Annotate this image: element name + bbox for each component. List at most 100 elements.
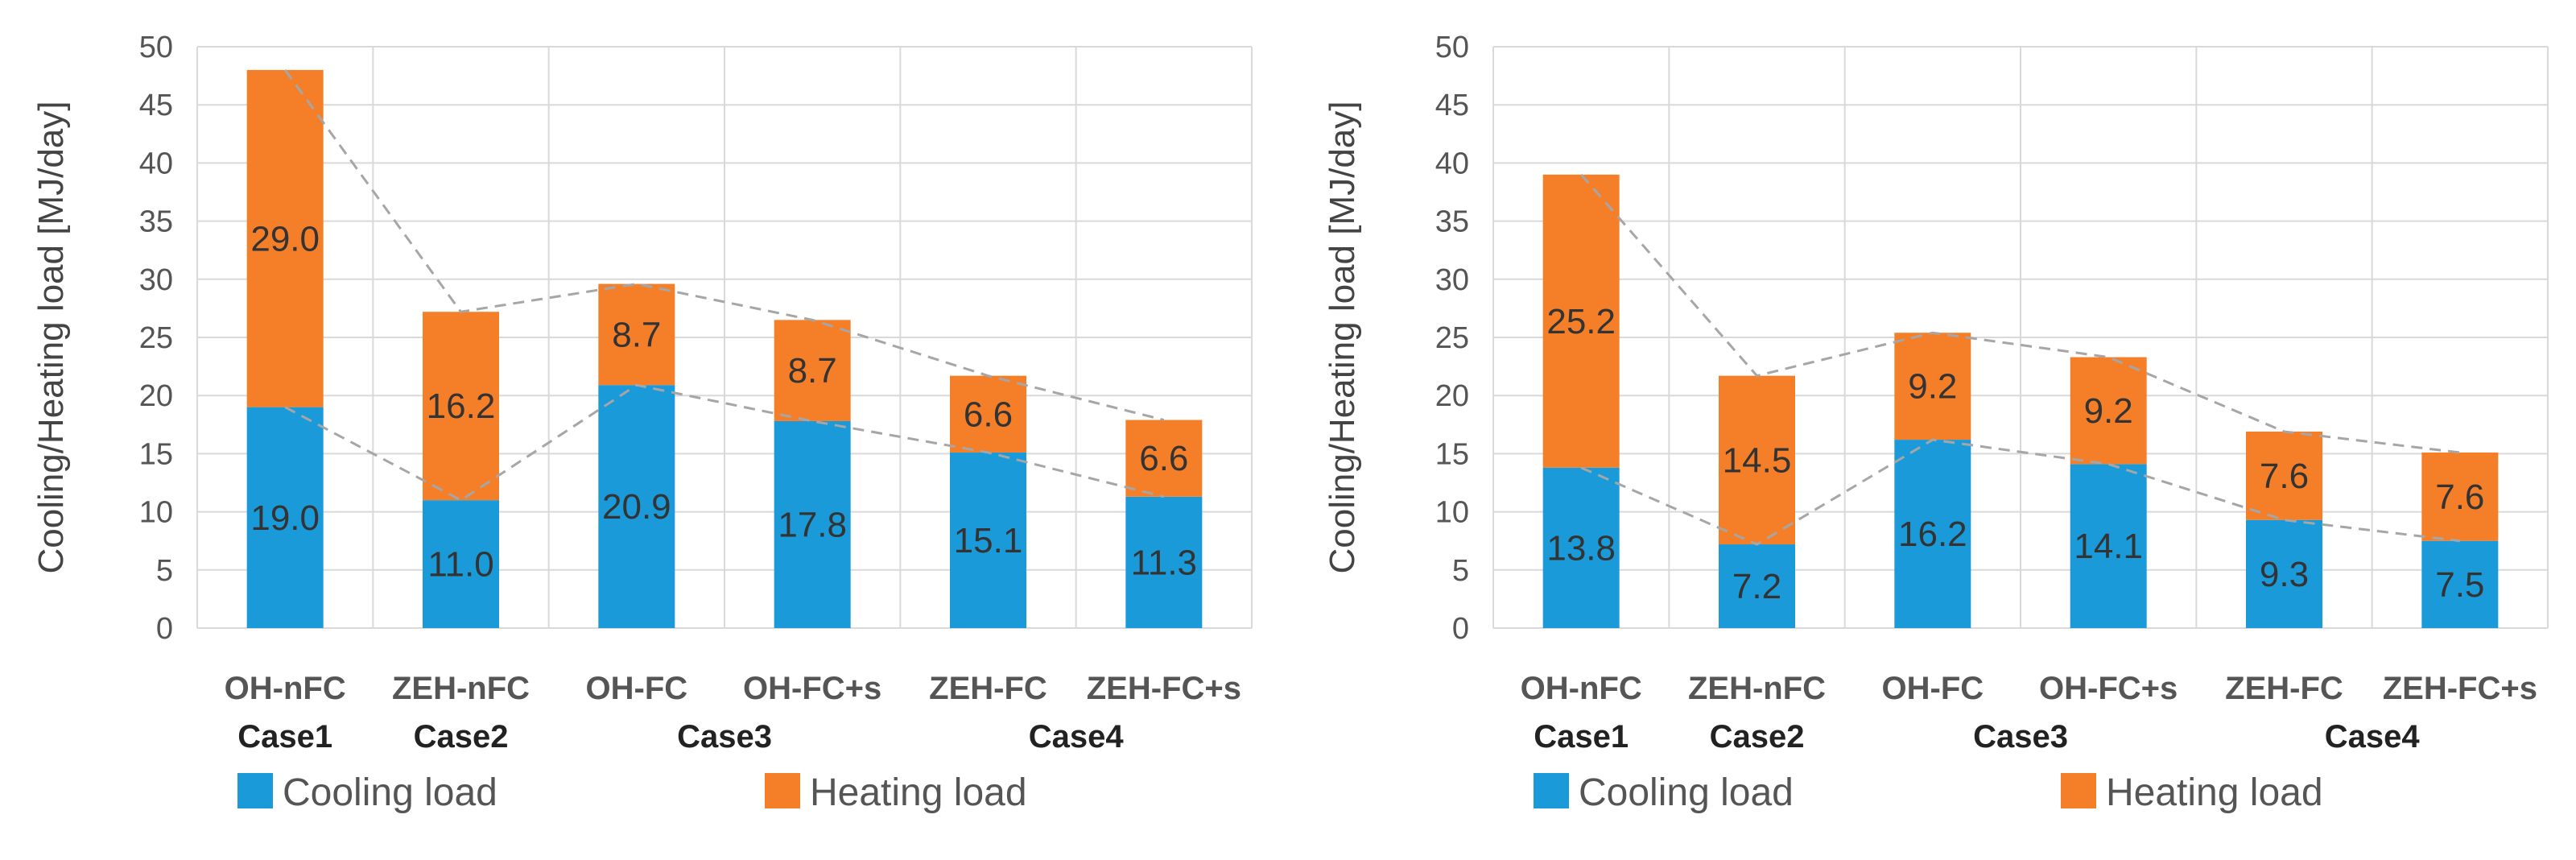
bar-cooling-load <box>1542 467 1620 628</box>
case-group-label: Case2 <box>1710 719 1805 755</box>
legend-swatch-cooling <box>1534 773 1569 808</box>
y-tick-label: 15 <box>1435 437 1469 471</box>
y-tick-label: 40 <box>139 147 173 180</box>
total-trend-line <box>1580 173 2461 454</box>
bar-heating-load <box>1125 420 1203 497</box>
chart-right: 0 5 10 15 20 25 30 35 40 45 50 13.8 25.2 7.2 14.5 16.2 9… <box>1323 31 2549 814</box>
cooling-value-label: 13.8 <box>1546 528 1616 568</box>
heating-value-label: 25.2 <box>1546 302 1616 341</box>
y-tick-label: 0 <box>1452 612 1469 646</box>
y-tick-label: 45 <box>139 89 173 122</box>
y-tick-label: 0 <box>156 612 173 646</box>
total-trend-line <box>283 68 1165 421</box>
x-category-label: OH-FC <box>586 671 688 706</box>
heating-value-label: 14.5 <box>1723 440 1792 480</box>
bar-heating-load <box>598 283 675 386</box>
y-tick-label: 30 <box>1435 263 1469 297</box>
cooling-value-label: 14.1 <box>2074 527 2143 566</box>
y-tick-label: 35 <box>1435 205 1469 239</box>
y-tick-label: 50 <box>1435 31 1469 64</box>
chart-left: 0 5 10 15 20 25 30 35 40 45 50 19.0 29.0 11.0 16.2 20.9… <box>31 31 1253 814</box>
y-axis-title: Cooling/Heating load [MJ/day] <box>1323 101 1362 574</box>
bar-cooling-load <box>2421 540 2499 628</box>
cooling-value-label: 11.0 <box>427 545 493 585</box>
case-group-label: Case4 <box>1029 719 1125 755</box>
bar-cooling-load <box>423 500 499 628</box>
bar-heating-load <box>423 312 499 501</box>
case-group-label: Case4 <box>2325 719 2421 755</box>
heating-value-label: 8.7 <box>788 351 837 391</box>
y-tick-label: 35 <box>139 205 173 239</box>
case-group-label: Case3 <box>1973 719 2068 755</box>
bar-cooling-load <box>774 420 851 628</box>
bar-cooling-load <box>246 407 324 628</box>
legend-label-heating: Heating load <box>2106 771 2323 814</box>
x-category-label: OH-FC+s <box>743 671 881 706</box>
bar-heating-load <box>2421 452 2499 541</box>
x-category-label: ZEH-FC <box>2225 671 2343 706</box>
x-category-label: OH-nFC <box>225 671 346 706</box>
cooling-value-label: 15.1 <box>954 521 1023 560</box>
heating-value-label: 7.6 <box>2260 457 2309 496</box>
y-tick-label: 50 <box>139 31 173 64</box>
heating-value-label: 8.7 <box>612 315 661 354</box>
cooling-value-label: 19.0 <box>250 498 320 538</box>
y-tick-label: 45 <box>1435 89 1469 122</box>
cooling-trend-line <box>1580 438 2461 546</box>
y-axis-title: Cooling/Heating load [MJ/day] <box>31 101 71 574</box>
cooling-value-label: 11.3 <box>1131 543 1197 582</box>
heating-value-label: 9.2 <box>2084 391 2133 431</box>
bar-cooling-load <box>2070 464 2147 628</box>
bar-cooling-load <box>598 385 675 628</box>
y-tick-label: 5 <box>1452 554 1469 588</box>
x-category-label: ZEH-FC+s <box>1087 671 1241 706</box>
y-tick-label: 30 <box>139 263 173 297</box>
bar-heating-load <box>2070 357 2147 465</box>
heating-value-label: 9.2 <box>1908 367 1957 407</box>
legend-swatch-cooling <box>237 773 273 808</box>
y-tick-label: 25 <box>1435 321 1469 355</box>
bar-cooling-load <box>1125 496 1203 628</box>
case-group-label: Case3 <box>677 719 772 755</box>
bar-cooling-load <box>950 452 1026 628</box>
y-tick-label: 20 <box>139 379 173 413</box>
cooling-value-label: 16.2 <box>1898 515 1967 554</box>
bar-heating-load <box>774 320 851 421</box>
legend-label-cooling: Cooling load <box>283 771 497 814</box>
y-tick-label: 10 <box>1435 496 1469 530</box>
y-tick-label: 10 <box>139 496 173 530</box>
bar-cooling-load <box>2246 519 2322 628</box>
heating-value-label: 7.6 <box>2435 478 2484 517</box>
legend-label-cooling: Cooling load <box>1579 771 1794 814</box>
heating-value-label: 6.6 <box>964 395 1013 434</box>
x-category-label: OH-FC+s <box>2039 671 2178 706</box>
bar-heating-load <box>2246 431 2322 520</box>
bar-heating-load <box>1719 375 1795 545</box>
cooling-trend-line <box>284 383 1165 502</box>
x-category-label: OH-FC <box>1882 671 1984 706</box>
case-group-label: Case1 <box>237 719 332 755</box>
x-category-label: ZEH-nFC <box>392 671 530 706</box>
y-tick-label: 20 <box>1435 379 1469 413</box>
x-category-label: ZEH-nFC <box>1688 671 1826 706</box>
x-category-label: ZEH-FC <box>929 671 1047 706</box>
cooling-value-label: 9.3 <box>2260 555 2309 594</box>
y-tick-label: 5 <box>156 554 173 588</box>
y-tick-label: 40 <box>1435 147 1469 180</box>
cooling-value-label: 20.9 <box>602 487 671 527</box>
x-category-label: ZEH-FC+s <box>2383 671 2537 706</box>
heating-value-label: 16.2 <box>427 387 496 426</box>
legend-label-heating: Heating load <box>810 771 1027 814</box>
bar-heating-load <box>1894 333 1971 440</box>
bar-cooling-load <box>1894 440 1971 628</box>
cooling-value-label: 7.5 <box>2435 565 2484 605</box>
y-tick-label: 15 <box>139 437 173 471</box>
y-tick-label: 25 <box>139 321 173 355</box>
bar-heating-load <box>1542 174 1620 468</box>
cooling-value-label: 17.8 <box>778 505 847 544</box>
legend-swatch-heating <box>2061 773 2096 808</box>
heating-value-label: 29.0 <box>250 219 320 258</box>
legend-swatch-heating <box>765 773 800 808</box>
bar-heating-load <box>246 69 324 407</box>
